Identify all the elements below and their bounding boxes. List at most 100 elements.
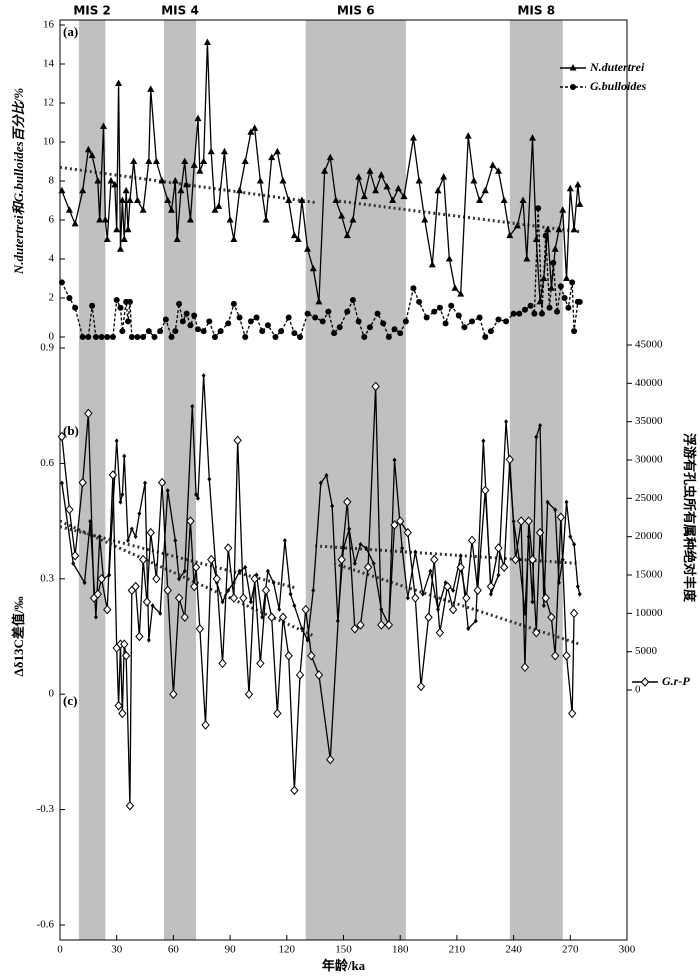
mis-label: MIS 8 [517, 4, 555, 18]
marker [237, 568, 242, 574]
marker [241, 157, 249, 164]
marker [532, 235, 540, 242]
marker [430, 554, 439, 565]
x-tick-label: 150 [335, 944, 352, 956]
marker [93, 614, 98, 620]
marker [428, 568, 433, 574]
marker [510, 310, 517, 317]
marker [229, 593, 239, 603]
marker [124, 225, 132, 233]
marker [394, 184, 402, 192]
y-tick-label: 14 [43, 58, 55, 70]
marker [88, 151, 96, 159]
marker [79, 186, 87, 194]
marker [409, 134, 417, 141]
marker [239, 593, 248, 603]
marker [97, 534, 102, 540]
marker [186, 516, 195, 526]
marker [126, 298, 133, 305]
marker [212, 574, 222, 584]
y-axis-label: 浮游有孔虫所有属种绝对丰度 [682, 433, 697, 603]
marker [253, 314, 260, 321]
marker [162, 316, 169, 323]
y-axis-label: Δδ13C差值/‰ [11, 597, 26, 677]
marker [85, 334, 92, 340]
marker [541, 603, 546, 609]
legend-label: N.dutertrei [589, 60, 645, 74]
marker [268, 153, 276, 161]
marker [143, 480, 148, 486]
marker [481, 438, 486, 444]
marker [448, 604, 458, 615]
marker [547, 612, 556, 623]
panel-label: (a) [63, 24, 78, 39]
marker [440, 173, 448, 180]
marker [413, 549, 418, 555]
marker [504, 419, 509, 425]
marker [448, 302, 455, 309]
marker [146, 527, 155, 538]
marker [182, 568, 187, 574]
marker [107, 177, 115, 184]
marker [236, 186, 244, 194]
marker [218, 658, 227, 669]
marker [169, 689, 178, 699]
marker [576, 200, 584, 207]
marker [457, 290, 465, 297]
marker [122, 186, 130, 194]
x-tick-label: 240 [505, 944, 522, 956]
marker [349, 216, 357, 223]
marker [298, 196, 306, 203]
marker [118, 708, 127, 719]
marker [304, 245, 312, 252]
marker [58, 186, 66, 194]
marker [190, 581, 199, 592]
marker [116, 245, 124, 252]
y-tick-label: 6 [49, 214, 55, 226]
marker [506, 231, 514, 239]
marker [482, 334, 489, 340]
marker [343, 497, 352, 507]
marker [563, 274, 571, 281]
marker [78, 477, 87, 488]
marker [186, 216, 194, 223]
marker [542, 232, 549, 239]
x-tick-label: 60 [168, 944, 180, 956]
marker [476, 314, 483, 321]
mis-label: MIS 6 [337, 4, 375, 18]
marker [79, 334, 86, 340]
marker [226, 216, 234, 223]
marker [374, 310, 381, 317]
marker [273, 147, 281, 155]
marker [70, 550, 80, 561]
marker [551, 245, 559, 252]
marker [152, 157, 160, 164]
marker [121, 650, 131, 661]
marker [220, 147, 228, 155]
marker [524, 516, 533, 526]
marker [278, 612, 288, 623]
marker [114, 438, 119, 444]
marker [344, 308, 351, 315]
x-tick-label: 90 [225, 944, 237, 956]
marker [243, 564, 248, 570]
marker [461, 324, 468, 331]
marker [236, 314, 243, 321]
marker [442, 320, 449, 327]
marker [513, 221, 521, 229]
marker [307, 650, 316, 661]
marker [288, 591, 293, 597]
marker [350, 624, 360, 634]
marker [233, 435, 242, 446]
marker [538, 310, 545, 317]
marker [172, 328, 179, 335]
marker [416, 681, 426, 692]
marker [259, 328, 266, 335]
marker [82, 580, 87, 586]
marker [295, 670, 305, 680]
marker [113, 225, 121, 233]
marker [553, 507, 558, 513]
marker [168, 206, 176, 213]
y-tick-label: 10000 [635, 607, 663, 619]
panel-label: (b) [63, 423, 79, 438]
